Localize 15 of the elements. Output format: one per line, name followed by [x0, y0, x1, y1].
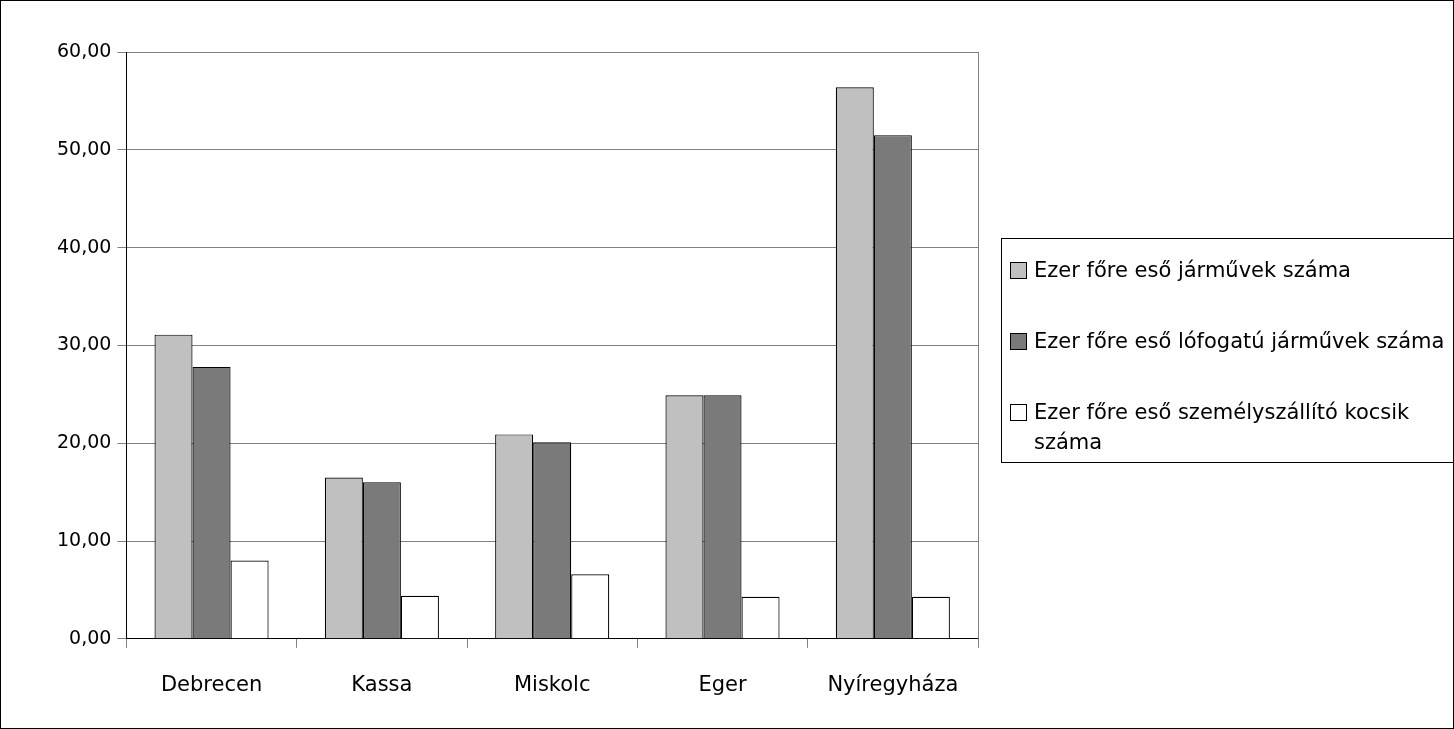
y-tick-label: 50,00 — [56, 136, 112, 159]
y-tick-label: 0,00 — [69, 625, 112, 648]
x-tick-label: Eger — [698, 671, 747, 696]
legend-label: Ezer főre eső lófogatú járművek száma — [1034, 328, 1445, 355]
x-tick-label: Miskolc — [513, 671, 591, 696]
y-tick-label: 10,00 — [56, 527, 112, 550]
y-tick-label: 20,00 — [56, 430, 112, 453]
legend-label: Ezer főre eső járművek száma — [1034, 257, 1351, 284]
text: Ezer főre eső személyszállító kocsik száma — [1034, 399, 1411, 456]
y-tick-label: 40,00 — [56, 234, 112, 257]
x-tick-label: Debrecen — [160, 671, 263, 696]
y-tick-label: 60,00 — [56, 38, 112, 61]
y-tick-label: 30,00 — [56, 332, 112, 355]
x-tick-label: Nyíregyháza — [827, 671, 959, 696]
x-tick-label: Kassa — [351, 671, 413, 696]
